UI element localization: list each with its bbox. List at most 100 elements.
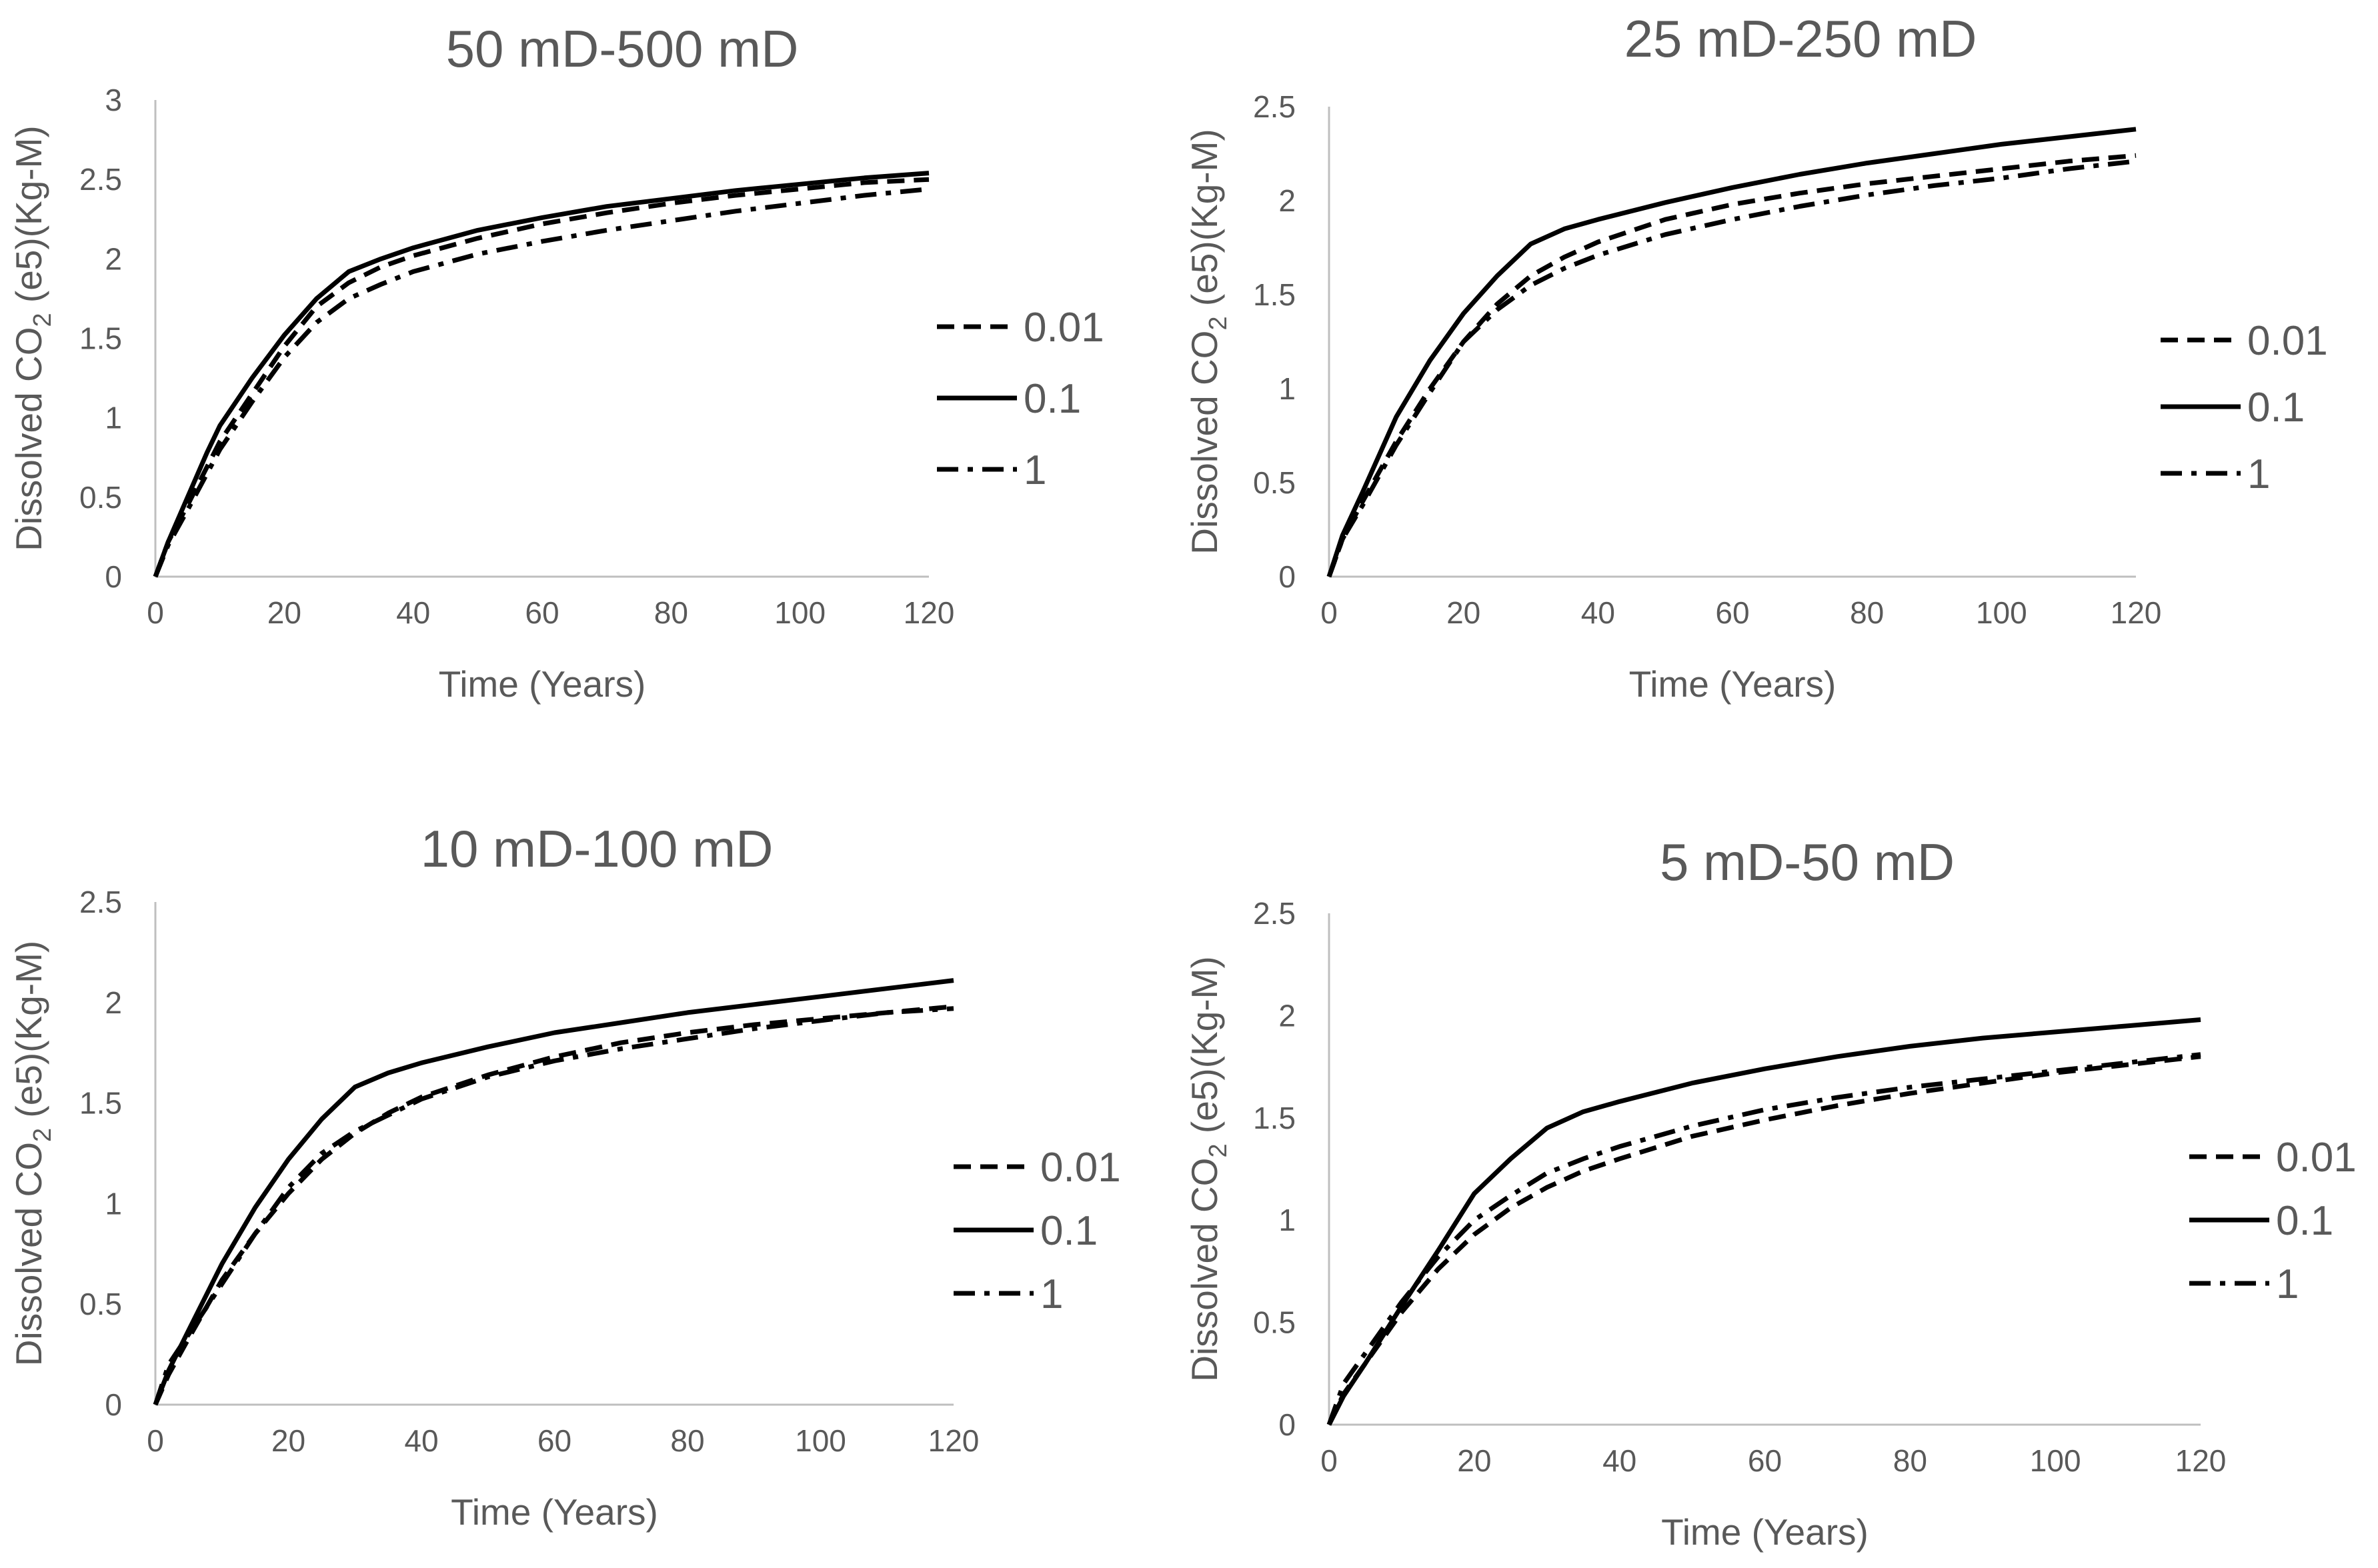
legend-label: 0.1: [2276, 1198, 2333, 1244]
y-axis-title: Dissolved CO2 (e5)(Kg-M): [8, 125, 57, 551]
chart-title: 25 mD-250 mD: [1624, 9, 1977, 68]
y-axis-title: Dissolved CO2 (e5)(Kg-M): [8, 941, 57, 1366]
y-tick-label: 0: [1278, 559, 1296, 594]
y-tick-label: 2.5: [79, 162, 122, 197]
y-tick-label: 2: [105, 241, 122, 276]
x-tick-label: 120: [2111, 595, 2162, 630]
y-tick-label: 0.5: [1253, 1305, 1296, 1340]
x-tick-label: 120: [904, 595, 955, 630]
legend-label: 1: [1024, 447, 1046, 493]
y-tick-label: 3: [105, 83, 122, 117]
legend-label: 0.1: [1040, 1208, 1098, 1254]
x-axis-title: Time (Years): [451, 1491, 658, 1533]
x-tick-label: 40: [1581, 595, 1615, 630]
series-line-0.01: [153, 177, 930, 578]
x-tick-label: 20: [267, 595, 301, 630]
chart-title: 5 mD-50 mD: [1660, 833, 1955, 891]
y-axis-title-unit: (e5)(Kg-M): [8, 125, 49, 313]
y-axis-title-subscript: 2: [1204, 316, 1232, 330]
series-line-1: [153, 1006, 954, 1406]
y-tick-label: 2: [1278, 183, 1296, 218]
x-tick-label: 0: [147, 1423, 164, 1458]
legend-label: 0.01: [2247, 318, 2328, 364]
x-tick-label: 60: [1715, 595, 1749, 630]
x-tick-label: 20: [271, 1423, 305, 1458]
series-line-1: [1326, 1052, 2201, 1426]
series-line-0.1: [153, 978, 954, 1406]
y-axis-title-main: Dissolved CO: [8, 327, 49, 551]
x-tick-label: 20: [1446, 595, 1480, 630]
chart-panel-2: 25 mD-250 mD 0 20 40 60 80 100 120 0 0.5 1 1.5 2 2.5 T…: [1184, 9, 2328, 705]
x-tick-label: 60: [525, 595, 559, 630]
series-line-0.1: [1326, 127, 2137, 578]
y-tick-label: 0.5: [79, 1287, 122, 1321]
x-tick-label: 80: [670, 1423, 704, 1458]
y-tick-label: 2: [105, 985, 122, 1020]
legend-label: 1: [1040, 1271, 1063, 1317]
y-tick-label: 1: [105, 1186, 122, 1221]
x-tick-label: 0: [1320, 1443, 1338, 1478]
y-axis-title-main: Dissolved CO: [8, 1142, 49, 1366]
legend-label: 0.01: [1040, 1145, 1121, 1191]
x-tick-label: 0: [1320, 595, 1338, 630]
series-line-0.01: [1326, 1054, 2201, 1426]
series-line-1: [153, 187, 930, 578]
y-tick-label: 1.5: [79, 321, 122, 356]
x-tick-label: 80: [1893, 1443, 1927, 1478]
y-tick-label: 2: [1278, 998, 1296, 1033]
y-axis-title-subscript: 2: [29, 313, 57, 327]
y-tick-label: 0: [1278, 1407, 1296, 1442]
x-tick-label: 120: [928, 1423, 980, 1458]
y-axis-title-main: Dissolved CO: [1184, 331, 1225, 555]
y-tick-label: 0: [105, 1387, 122, 1422]
y-tick-label: 0.5: [1253, 465, 1296, 500]
y-tick-label: 1.5: [79, 1086, 122, 1121]
legend-label: 0.01: [1024, 305, 1104, 351]
legend-label: 1: [2276, 1261, 2299, 1307]
y-axis-title-subscript: 2: [1204, 1143, 1232, 1157]
x-tick-label: 0: [147, 595, 164, 630]
x-axis-title: Time (Years): [439, 663, 646, 705]
chart-panel-1: 50 mD-500 mD 0 20 40 60 80 100 120 0 0.5 1 1.5 2 2.5 3…: [8, 19, 1104, 705]
legend-label: 0.01: [2276, 1135, 2357, 1181]
x-tick-label: 80: [654, 595, 688, 630]
x-axis-title: Time (Years): [1661, 1511, 1869, 1553]
y-tick-label: 1.5: [1253, 277, 1296, 312]
x-tick-label: 100: [2030, 1443, 2081, 1478]
series-line-0.1: [153, 171, 930, 578]
y-axis-title-unit: (e5)(Kg-M): [8, 941, 49, 1128]
y-tick-label: 1.5: [1253, 1101, 1296, 1135]
y-axis-title-main: Dissolved CO: [1184, 1158, 1225, 1382]
y-tick-label: 0.5: [79, 480, 122, 515]
x-tick-label: 100: [1976, 595, 2027, 630]
y-axis-title: Dissolved CO2 (e5)(Kg-M): [1184, 129, 1232, 554]
x-tick-label: 40: [1602, 1443, 1636, 1478]
chart-title: 10 mD-100 mD: [421, 819, 774, 878]
x-tick-label: 40: [404, 1423, 438, 1458]
x-tick-label: 40: [396, 595, 430, 630]
y-tick-label: 2.5: [1253, 89, 1296, 124]
y-tick-label: 0: [105, 559, 122, 594]
legend-label: 0.1: [2247, 385, 2305, 431]
y-axis-title-subscript: 2: [29, 1128, 57, 1142]
y-axis-title-unit: (e5)(Kg-M): [1184, 129, 1225, 316]
chart-title: 50 mD-500 mD: [446, 19, 799, 78]
series-line-0.1: [1326, 1017, 2201, 1426]
y-tick-label: 2.5: [1253, 896, 1296, 931]
chart-panel-3: 10 mD-100 mD 0 20 40 60 80 100 120 0 0.5 1 1.5 2 2.5 T…: [8, 819, 1121, 1533]
legend-label: 0.1: [1024, 376, 1081, 422]
y-tick-label: 1: [1278, 1203, 1296, 1237]
x-tick-label: 60: [1748, 1443, 1782, 1478]
x-tick-label: 100: [795, 1423, 846, 1458]
y-axis-title: Dissolved CO2 (e5)(Kg-M): [1184, 956, 1232, 1381]
x-tick-label: 60: [537, 1423, 571, 1458]
y-axis-title-unit: (e5)(Kg-M): [1184, 956, 1225, 1143]
x-tick-label: 120: [2175, 1443, 2227, 1478]
x-tick-label: 100: [774, 595, 826, 630]
y-tick-label: 2.5: [79, 885, 122, 919]
y-tick-label: 1: [105, 401, 122, 435]
x-axis-title: Time (Years): [1629, 663, 1837, 705]
series-line-1: [1326, 159, 2137, 578]
x-tick-label: 80: [1850, 595, 1884, 630]
